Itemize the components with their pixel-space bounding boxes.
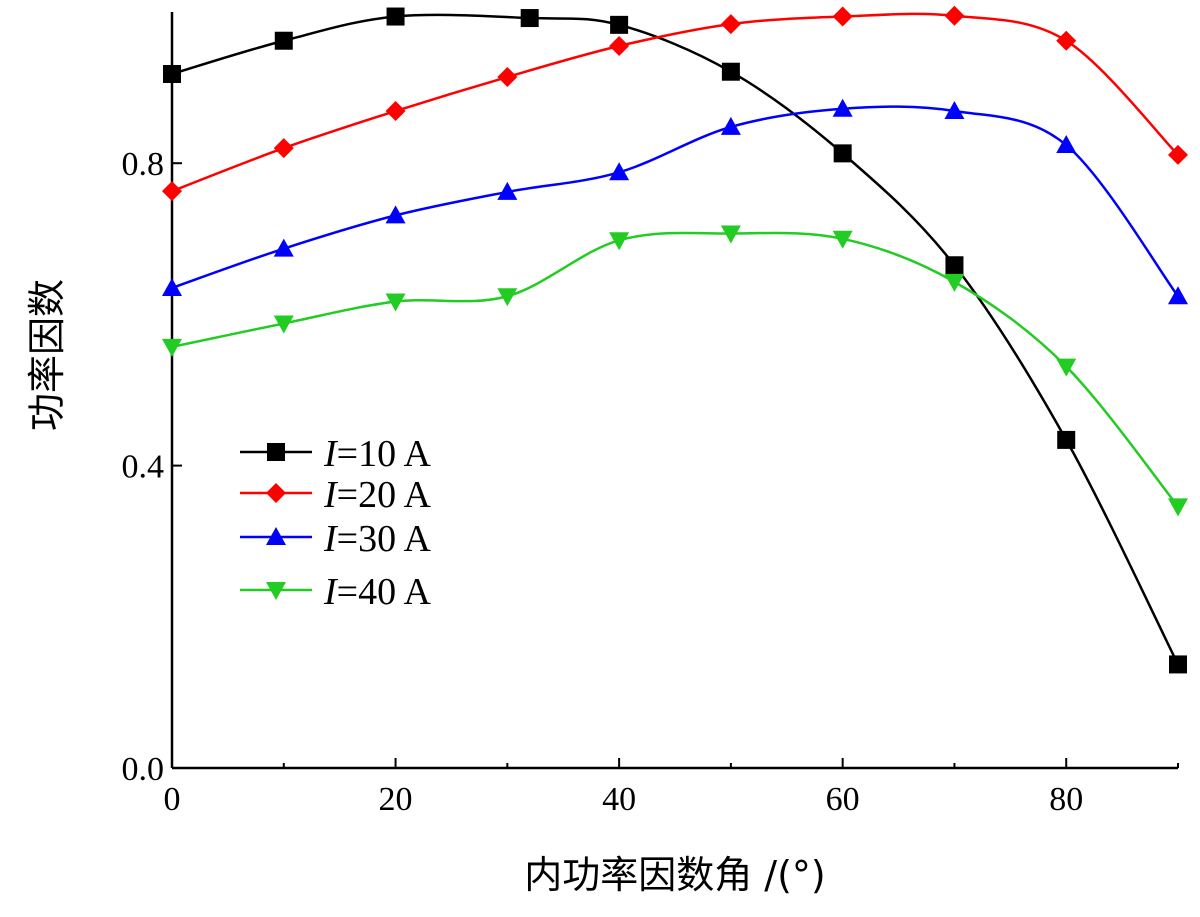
data-point	[385, 293, 406, 312]
data-point	[163, 64, 181, 83]
data-point	[520, 9, 539, 28]
x-tick-label: 80	[1049, 781, 1083, 818]
data-point	[274, 31, 293, 50]
legend-label: I=20 A	[323, 474, 431, 516]
legend-marker	[266, 582, 286, 600]
data-point	[1168, 144, 1188, 165]
data-point	[832, 98, 853, 117]
legend-var: I	[323, 474, 339, 516]
legend: I=10 AI=20 AI=30 AI=40 A	[240, 433, 431, 613]
data-point	[609, 36, 630, 57]
x-tick-label: 40	[602, 781, 636, 818]
data-point	[273, 138, 294, 159]
data-point	[720, 116, 741, 135]
series-group	[162, 5, 1188, 674]
data-point	[720, 14, 741, 35]
legend-text: =30 A	[337, 518, 432, 560]
data-point	[832, 230, 853, 249]
legend-marker	[266, 483, 286, 503]
series-line	[171, 13, 1180, 665]
data-point	[497, 67, 518, 88]
legend-text: =40 A	[337, 571, 432, 613]
series-line	[171, 231, 1179, 508]
series-10A	[163, 7, 1187, 674]
series-30A	[162, 98, 1188, 305]
data-point	[721, 62, 740, 81]
data-point	[1056, 358, 1077, 377]
legend-item: I=40 A	[240, 571, 431, 613]
data-point	[497, 181, 518, 200]
legend-label: I=10 A	[323, 433, 431, 475]
series-line	[171, 105, 1180, 297]
legend-item: I=10 A	[240, 433, 431, 475]
legend-item: I=20 A	[240, 474, 431, 516]
data-point	[273, 315, 294, 334]
data-point	[832, 6, 853, 27]
data-point	[1168, 286, 1188, 305]
data-point	[833, 144, 852, 163]
data-point	[944, 101, 965, 120]
data-point	[162, 181, 182, 202]
data-point	[1056, 135, 1077, 154]
legend-var: I	[323, 571, 339, 613]
data-point	[386, 7, 405, 26]
x-tick-label: 60	[826, 781, 860, 818]
x-axis-label: 内功率因数角 /(°)	[524, 853, 826, 897]
data-point	[609, 162, 630, 181]
series-40A	[162, 225, 1188, 517]
series-20A	[162, 5, 1188, 202]
y-tick-label: 0.4	[122, 449, 165, 486]
x-tick-label: 0	[164, 781, 181, 818]
data-point	[385, 205, 406, 224]
data-point	[945, 256, 964, 275]
legend-label: I=30 A	[323, 518, 431, 560]
y-tick-label: 0.0	[122, 751, 165, 788]
series-line	[171, 12, 1179, 193]
data-point	[273, 238, 294, 257]
legend-item: I=30 A	[240, 518, 431, 560]
data-point	[610, 15, 629, 34]
data-point	[944, 5, 965, 26]
data-point	[944, 273, 965, 292]
legend-text: =20 A	[337, 474, 432, 516]
legend-label: I=40 A	[323, 571, 431, 613]
x-tick-label: 20	[379, 781, 413, 818]
data-point	[1057, 430, 1076, 449]
data-point	[162, 338, 182, 357]
data-point	[720, 225, 741, 244]
legend-marker	[266, 527, 286, 545]
legend-var: I	[323, 433, 339, 475]
axes: 0 20 40 60 80 0.0 0.4 0.8	[122, 12, 1179, 818]
y-axis-label: 功率因数	[25, 279, 69, 431]
data-point	[497, 288, 518, 307]
legend-text: =10 A	[337, 433, 432, 475]
legend-var: I	[323, 518, 339, 560]
data-point	[1056, 30, 1077, 51]
data-point	[1168, 498, 1188, 517]
y-tick-label: 0.8	[122, 146, 165, 183]
data-point	[609, 232, 630, 251]
data-point	[1169, 655, 1187, 674]
legend-marker	[267, 443, 285, 461]
data-point	[162, 277, 182, 296]
data-point	[385, 101, 406, 122]
